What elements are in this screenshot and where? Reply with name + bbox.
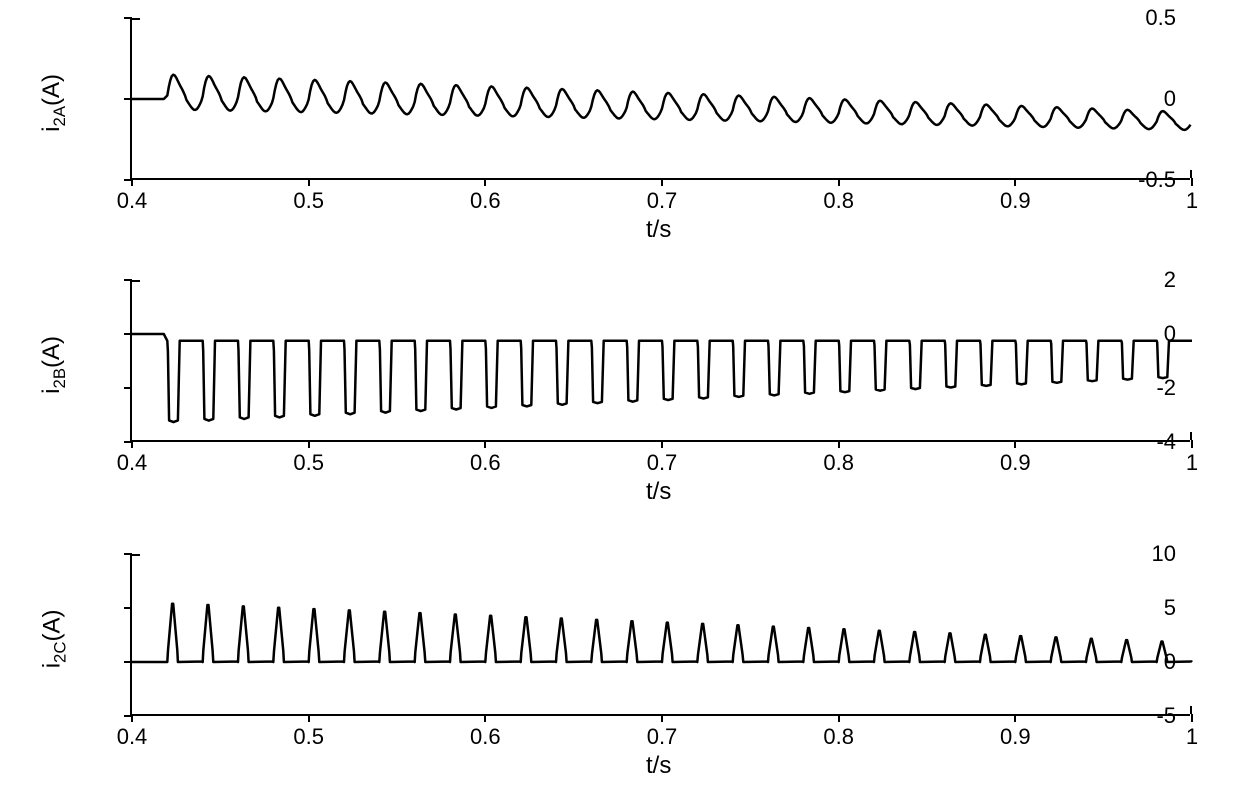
xtick-label: 0.5 [293,724,324,750]
ytick [124,553,132,555]
xtick-label: 1 [1186,724,1198,750]
chart3: -505100.40.50.60.70.80.91 i2C(A) t/s [0,0,1240,798]
ytick [124,607,132,609]
xtick-label: 0.9 [1000,724,1031,750]
xtick-label: 0.7 [647,724,678,750]
ytick [124,661,132,663]
xtick-label: 0.8 [823,724,854,750]
figure: -0.500.50.40.50.60.70.80.91i2A(A)t/s-4-2… [0,0,1240,798]
xtick-label: 0.4 [117,724,148,750]
xtick-label: 0.6 [470,724,501,750]
xlabel: t/s [646,752,671,780]
plot-area: -505100.40.50.60.70.80.91 [130,554,1190,716]
waveform [132,554,1192,716]
ylabel: i2C(A) [39,610,71,669]
